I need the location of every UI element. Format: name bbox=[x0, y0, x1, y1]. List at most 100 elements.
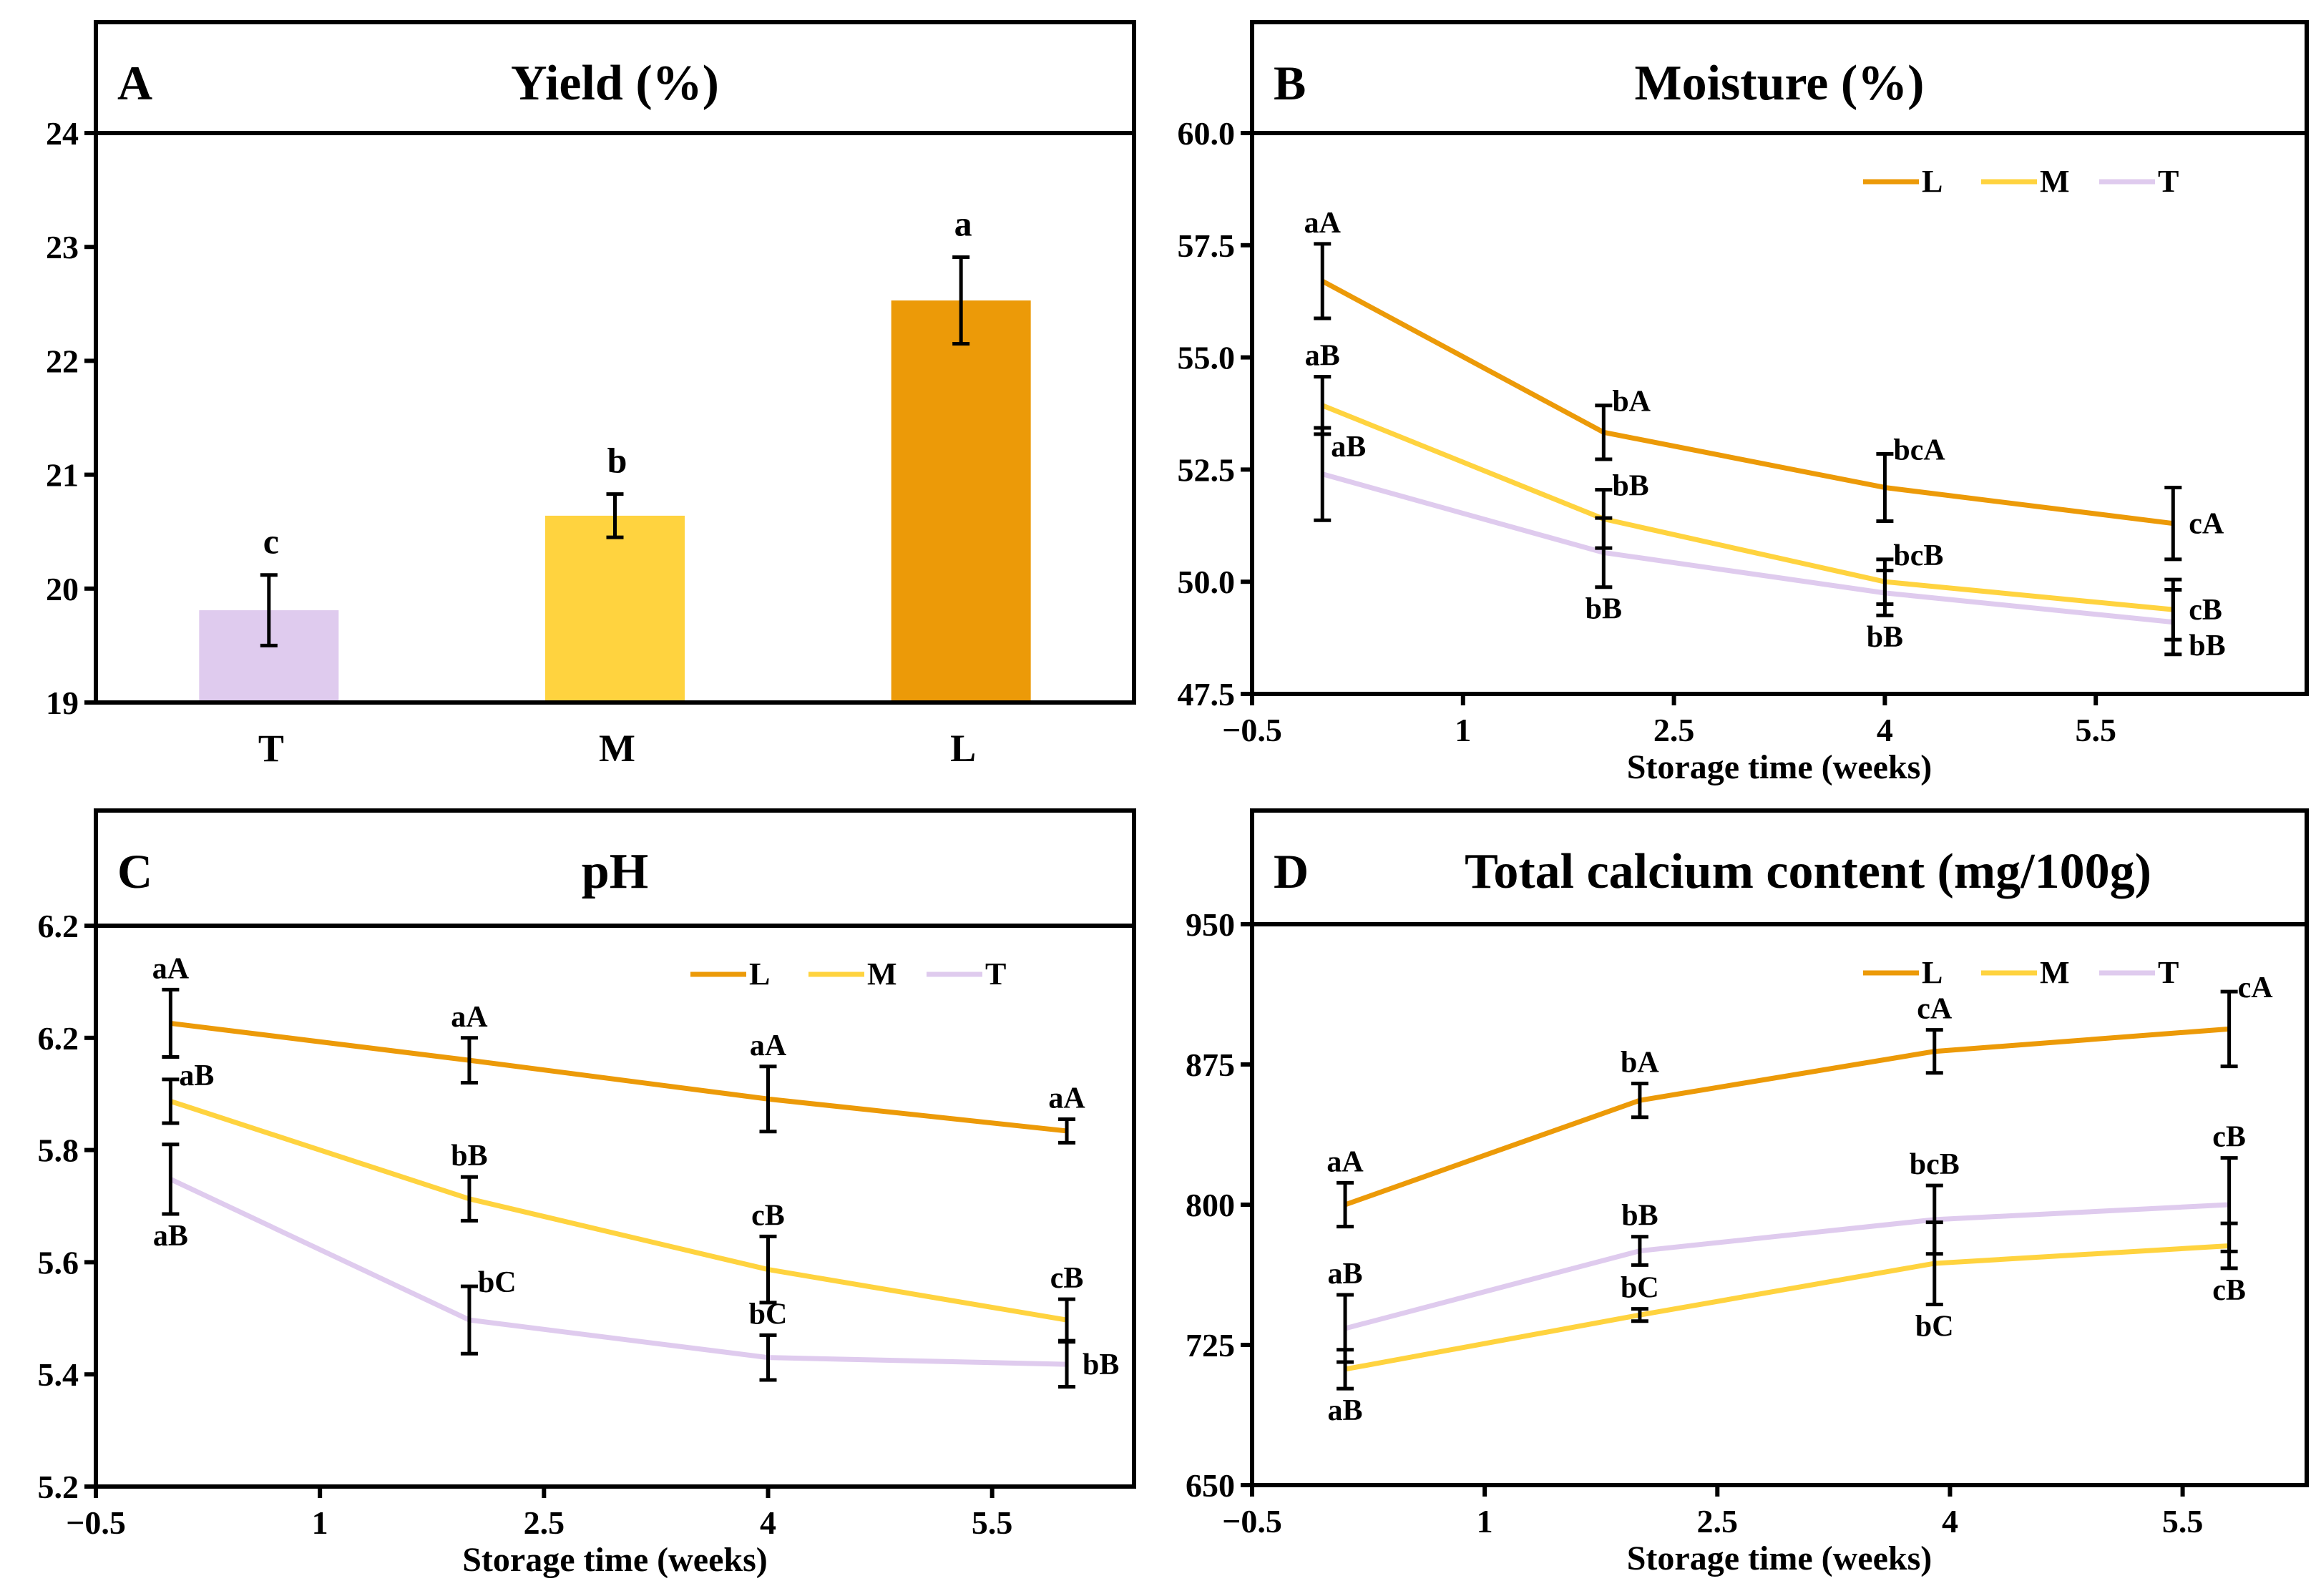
significance-label: cA bbox=[1917, 993, 1953, 1026]
panel-frame bbox=[1250, 808, 2309, 1487]
y-tick-label: 60.0 bbox=[1178, 115, 1236, 152]
series-line-T bbox=[1344, 1202, 2229, 1331]
significance-label: cB bbox=[1050, 1262, 1084, 1295]
y-tick-label: 725 bbox=[1186, 1327, 1235, 1364]
series-line-M bbox=[170, 1099, 1067, 1323]
x-tick-label: L bbox=[950, 727, 976, 770]
panel-frame bbox=[1250, 20, 2309, 696]
y-tick-label: 6.2 bbox=[38, 908, 79, 944]
x-tick-label: 2.5 bbox=[524, 1504, 565, 1541]
series-line-T bbox=[169, 1177, 1067, 1367]
significance-label: aB bbox=[1305, 340, 1340, 373]
x-tick-label: −0.5 bbox=[1222, 712, 1282, 748]
significance-label: bcA bbox=[1893, 434, 1945, 466]
y-tick-label: 5.4 bbox=[38, 1356, 79, 1393]
panel-letter: D bbox=[1274, 844, 1309, 899]
panel-letter: C bbox=[117, 844, 152, 899]
bar-L bbox=[891, 300, 1031, 700]
significance-label: cA bbox=[2238, 971, 2274, 1004]
y-tick-label: 55.0 bbox=[1178, 340, 1236, 376]
legend-label: L bbox=[1922, 164, 1943, 199]
y-tick-label: 21 bbox=[46, 457, 79, 494]
significance-label: bB bbox=[1083, 1348, 1119, 1381]
legend-label: L bbox=[1922, 955, 1943, 990]
panel-frame bbox=[94, 808, 1136, 1489]
significance-label: bB bbox=[451, 1140, 487, 1172]
legend-label: M bbox=[2040, 955, 2070, 990]
significance-label: aB bbox=[153, 1220, 188, 1253]
y-tick-label: 800 bbox=[1186, 1187, 1235, 1223]
significance-label: c bbox=[263, 522, 279, 562]
significance-label: bA bbox=[1612, 386, 1651, 418]
series-line-L bbox=[1321, 278, 2174, 527]
significance-label: bC bbox=[749, 1298, 788, 1331]
significance-label: bC bbox=[1621, 1272, 1659, 1305]
series-line-M bbox=[1344, 1243, 2229, 1372]
series-line-L bbox=[1344, 1026, 2229, 1208]
y-tick-label: 52.5 bbox=[1178, 451, 1236, 488]
legend-label: L bbox=[749, 956, 770, 992]
significance-label: aA bbox=[1326, 1145, 1364, 1178]
significance-label: cB bbox=[2212, 1274, 2246, 1307]
bar-M bbox=[545, 515, 685, 700]
significance-label: bcB bbox=[1893, 539, 1943, 572]
x-tick-label: 1 bbox=[1455, 712, 1471, 748]
y-tick-label: 19 bbox=[46, 685, 79, 721]
y-tick-label: 24 bbox=[46, 115, 79, 152]
significance-label: bcB bbox=[1910, 1148, 1960, 1181]
y-tick-label: 22 bbox=[46, 343, 79, 379]
y-tick-label: 23 bbox=[46, 229, 79, 265]
x-tick-label: 1 bbox=[312, 1504, 328, 1541]
panel-letter: B bbox=[1274, 56, 1306, 110]
y-tick-label: 5.6 bbox=[38, 1244, 79, 1281]
panel-title: Moisture (%) bbox=[1635, 56, 1925, 111]
x-tick-label: 4 bbox=[1877, 712, 1893, 748]
x-tick-label: −0.5 bbox=[1222, 1503, 1282, 1539]
y-tick-label: 47.5 bbox=[1178, 676, 1236, 713]
significance-label: bB bbox=[1612, 470, 1648, 503]
significance-label: bB bbox=[2189, 630, 2225, 662]
y-tick-label: 5.8 bbox=[38, 1132, 79, 1169]
x-tick-label: 4 bbox=[760, 1504, 776, 1541]
y-tick-label: 875 bbox=[1186, 1047, 1235, 1083]
significance-label: cB bbox=[2212, 1121, 2246, 1154]
significance-label: bA bbox=[1621, 1047, 1659, 1079]
series-line-M bbox=[1321, 403, 2174, 612]
x-tick-label: 1 bbox=[1477, 1503, 1493, 1539]
legend-label: T bbox=[2158, 955, 2179, 990]
significance-label: aA bbox=[451, 1001, 488, 1034]
legend-label: M bbox=[2040, 164, 2070, 199]
significance-label: bB bbox=[1867, 621, 1903, 654]
x-tick-label: M bbox=[599, 727, 635, 770]
significance-label: b bbox=[607, 441, 627, 481]
panel-title: Yield (%) bbox=[511, 56, 719, 111]
significance-label: aA bbox=[1304, 207, 1342, 240]
significance-label: aB bbox=[1328, 1394, 1363, 1427]
x-axis-label: Storage time (weeks) bbox=[462, 1541, 768, 1579]
y-tick-label: 6.2 bbox=[38, 1020, 79, 1057]
significance-label: bB bbox=[1621, 1200, 1658, 1233]
significance-label: cB bbox=[2189, 594, 2222, 627]
significance-label: bC bbox=[1915, 1311, 1954, 1343]
significance-label: aB bbox=[179, 1059, 214, 1092]
significance-label: a bbox=[954, 204, 972, 244]
panel-title: pH bbox=[582, 844, 648, 899]
significance-label: cB bbox=[751, 1199, 785, 1232]
y-tick-label: 650 bbox=[1186, 1467, 1235, 1504]
y-tick-label: 5.2 bbox=[38, 1469, 79, 1505]
x-tick-label: 5.5 bbox=[2075, 712, 2116, 748]
significance-label: aB bbox=[1331, 431, 1366, 464]
x-tick-label: 2.5 bbox=[1697, 1503, 1739, 1539]
y-tick-label: 57.5 bbox=[1178, 227, 1236, 264]
significance-label: bB bbox=[1585, 593, 1622, 626]
x-axis-label: Storage time (weeks) bbox=[1627, 748, 1933, 786]
series-line-L bbox=[170, 1020, 1067, 1134]
x-axis-label: Storage time (weeks) bbox=[1627, 1539, 1933, 1577]
panel-letter: A bbox=[117, 56, 152, 110]
significance-label: aA bbox=[152, 952, 190, 985]
panel-title: Total calcium content (mg/100g) bbox=[1465, 844, 2151, 899]
significance-label: cA bbox=[2189, 508, 2224, 541]
significance-label: aA bbox=[750, 1029, 787, 1062]
significance-label: aA bbox=[1048, 1082, 1085, 1115]
